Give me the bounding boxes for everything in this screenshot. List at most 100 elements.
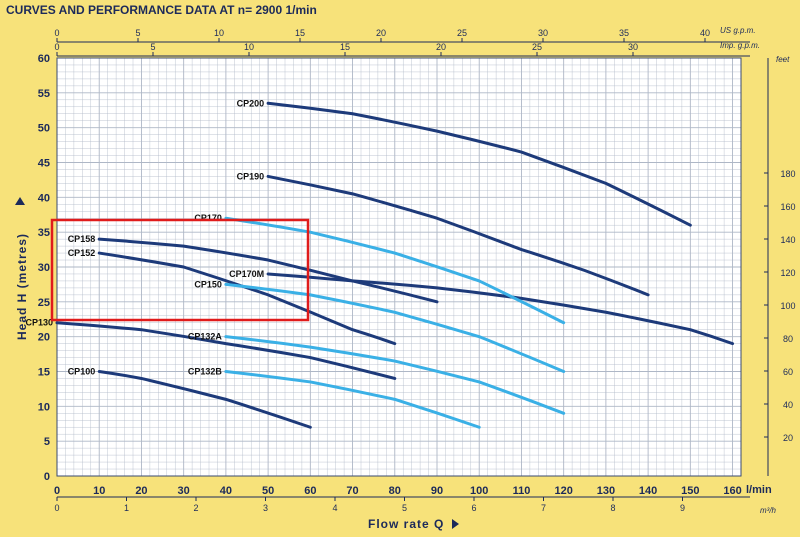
y-tick-label: 0 <box>44 471 50 483</box>
usgpm-tick-label: 40 <box>700 28 710 38</box>
x-tick-label: 50 <box>262 485 274 497</box>
usgpm-unit-label: US g.p.m. <box>720 26 756 35</box>
series-label-cp130: CP130 <box>25 318 53 328</box>
m3h-tick-label: 3 <box>263 503 268 513</box>
usgpm-tick-label: 20 <box>376 28 386 38</box>
curve-cp158 <box>97 237 439 304</box>
feet-tick-label: 80 <box>783 334 793 344</box>
series-label-cp152: CP152 <box>68 248 96 258</box>
x-tick-label: 30 <box>178 485 190 497</box>
curve-cp130 <box>55 321 397 380</box>
x-tick-label: 80 <box>389 485 401 497</box>
x-tick-label: 150 <box>681 485 699 497</box>
series-label-cp132a: CP132A <box>188 332 223 342</box>
impgpm-tick-label: 0 <box>54 42 59 52</box>
m3h-tick-label: 6 <box>471 503 476 513</box>
curve-cp170 <box>224 216 566 325</box>
y-tick-label: 25 <box>38 297 50 309</box>
plot-area: 0 5 10 15 20 25 30 35 400 5 10 15 20 25 300 1 2 3 4 5 6 7 8 920… <box>25 28 795 513</box>
y-tick-label: 55 <box>38 88 50 100</box>
impgpm-tick-label: 20 <box>436 42 446 52</box>
curve-cp200 <box>266 101 692 227</box>
x-tick-label: 70 <box>346 485 358 497</box>
series-label-cp132b: CP132B <box>188 367 223 377</box>
usgpm-tick-label: 15 <box>295 28 305 38</box>
impgpm-tick-label: 15 <box>340 42 350 52</box>
x-tick-label: 100 <box>470 485 488 497</box>
plot-border <box>56 57 742 477</box>
usgpm-tick-label: 35 <box>619 28 629 38</box>
m3h-tick-label: 8 <box>610 503 615 513</box>
x-tick-label: 120 <box>554 485 572 497</box>
series-label-cp150: CP150 <box>194 279 222 289</box>
feet-tick-label: 60 <box>783 367 793 377</box>
series-label-cp100: CP100 <box>68 367 96 377</box>
m3h-tick-label: 2 <box>193 503 198 513</box>
y-tick-label: 10 <box>38 401 50 413</box>
x-tick-label: 20 <box>135 485 147 497</box>
m3h-tick-label: 9 <box>680 503 685 513</box>
impgpm-tick-label: 30 <box>628 42 638 52</box>
m3h-unit-label: m³/h <box>760 506 777 515</box>
curve-cp152 <box>97 251 397 346</box>
curve-cp132b <box>224 370 481 429</box>
x-tick-label: 10 <box>93 485 105 497</box>
x-tick-label: 90 <box>431 485 443 497</box>
feet-tick-label: 20 <box>783 433 793 443</box>
x-axis-arrow-icon <box>452 519 459 529</box>
curve-cp150 <box>224 282 566 373</box>
usgpm-tick-label: 5 <box>135 28 140 38</box>
y-tick-label: 45 <box>38 158 50 170</box>
curve-cp190 <box>266 174 650 297</box>
y-tick-label: 15 <box>38 367 50 379</box>
m3h-tick-label: 1 <box>124 503 129 513</box>
m3h-tick-label: 5 <box>402 503 407 513</box>
series-label-cp170: CP170 <box>194 213 222 223</box>
series-label-cp158: CP158 <box>68 234 96 244</box>
y-tick-label: 35 <box>38 227 50 239</box>
usgpm-tick-label: 25 <box>457 28 467 38</box>
x-tick-label: 140 <box>639 485 657 497</box>
x-tick-label: 130 <box>597 485 615 497</box>
m3h-tick-label: 0 <box>54 503 59 513</box>
series-label-cp170m: CP170M <box>229 269 264 279</box>
impgpm-tick-label: 5 <box>150 42 155 52</box>
x-axis-title: Flow rate Q <box>368 517 444 531</box>
lpm-unit-label: l/min <box>746 484 772 496</box>
curve-cp100 <box>97 370 312 429</box>
x-tick-label: 160 <box>723 485 741 497</box>
y-tick-label: 30 <box>38 262 50 274</box>
y-tick-label: 5 <box>44 436 50 448</box>
impgpm-tick-label: 25 <box>532 42 542 52</box>
x-tick-label: 60 <box>304 485 316 497</box>
feet-tick-label: 100 <box>780 301 795 311</box>
curve-cp132a <box>224 335 566 415</box>
feet-tick-label: 160 <box>780 202 795 212</box>
usgpm-tick-label: 30 <box>538 28 548 38</box>
y-axis-arrow-icon <box>15 197 25 205</box>
feet-unit-label: feet <box>776 55 790 64</box>
feet-tick-label: 120 <box>780 268 795 278</box>
series-label-cp190: CP190 <box>237 171 265 181</box>
feet-tick-label: 180 <box>780 169 795 179</box>
x-tick-label: 0 <box>54 485 60 497</box>
y-tick-label: 20 <box>38 332 50 344</box>
y-tick-label: 40 <box>38 192 50 204</box>
m3h-tick-label: 4 <box>332 503 337 513</box>
series-label-cp200: CP200 <box>237 98 265 108</box>
usgpm-tick-label: 0 <box>54 28 59 38</box>
y-tick-label: 50 <box>38 123 50 135</box>
y-tick-label: 60 <box>38 53 50 65</box>
y-axis-title: Head H (metres) <box>15 233 29 340</box>
feet-tick-label: 140 <box>780 235 795 245</box>
highlight-box <box>50 218 310 322</box>
x-tick-label: 110 <box>513 485 531 497</box>
x-tick-label: 40 <box>220 485 232 497</box>
impgpm-tick-label: 10 <box>244 42 254 52</box>
feet-tick-label: 40 <box>783 400 793 410</box>
chart-title: CURVES AND PERFORMANCE DATA AT n= 2900 1… <box>6 3 317 17</box>
usgpm-tick-label: 10 <box>214 28 224 38</box>
m3h-tick-label: 7 <box>541 503 546 513</box>
